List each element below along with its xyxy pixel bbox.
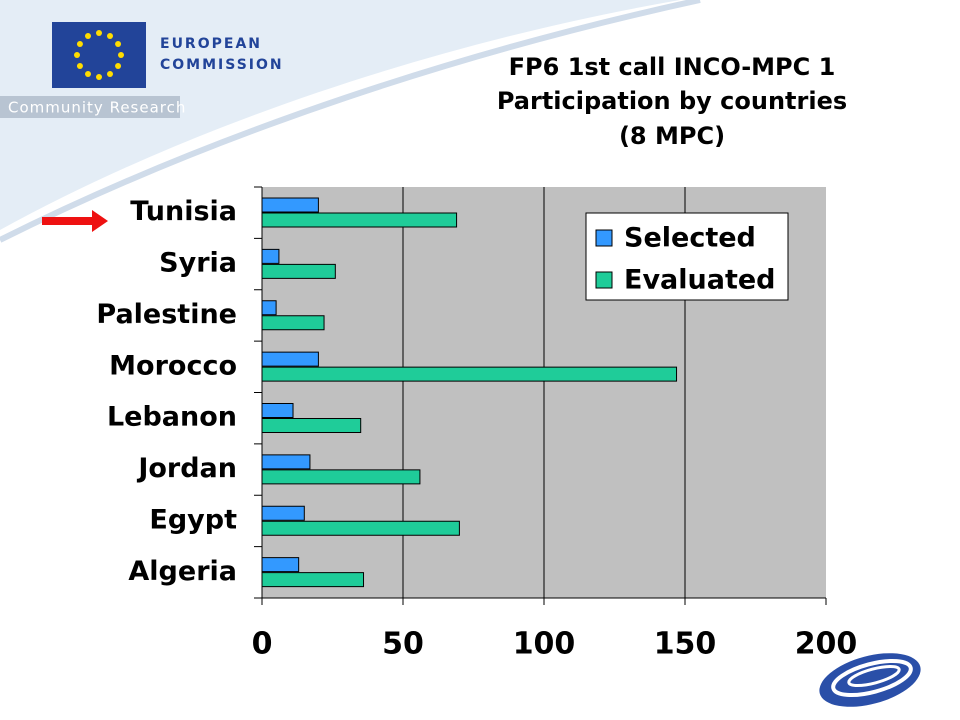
bar <box>261 366 678 382</box>
pointer-arrow <box>42 210 108 232</box>
star <box>118 52 124 58</box>
x-tick-label: 200 <box>795 627 858 662</box>
y-tick-label: Morocco <box>109 350 237 381</box>
bar <box>261 315 325 331</box>
legend-label: Evaluated <box>624 265 776 296</box>
y-tick-label: Palestine <box>96 299 237 330</box>
program-band <box>0 96 180 118</box>
program-name: Community Research <box>8 99 186 117</box>
background-swoosh-line <box>0 0 701 243</box>
bar <box>261 300 277 316</box>
star <box>76 41 83 47</box>
star <box>85 32 91 39</box>
background-swoosh <box>0 0 960 230</box>
org-line: EUROPEAN <box>160 36 262 52</box>
plot: 0 50 100 150 200 Tunisia Syria Palestine Morocco… <box>96 186 858 662</box>
bar <box>261 557 300 573</box>
bar <box>261 351 319 367</box>
bar <box>261 418 362 433</box>
bar <box>261 520 460 536</box>
fp6-logo <box>819 653 921 707</box>
bar <box>261 454 311 470</box>
legend-swatch <box>595 271 613 289</box>
star <box>115 63 122 69</box>
legend-swatch <box>595 229 613 247</box>
bar <box>261 197 319 213</box>
star <box>74 52 80 58</box>
y-tick-label: Algeria <box>128 556 237 587</box>
eu-stars <box>74 30 124 80</box>
bar <box>261 572 365 588</box>
x-tick-label: 100 <box>513 627 576 662</box>
chart-title: (8 MPC) <box>619 122 725 150</box>
y-tick-label: Tunisia <box>130 196 237 227</box>
star <box>107 32 113 39</box>
y-tick-label: Jordan <box>136 453 237 484</box>
chart-title: FP6 1st call INCO-MPC 1 <box>509 53 836 81</box>
star <box>85 71 91 78</box>
bar <box>261 263 336 279</box>
org-line: COMMISSION <box>160 57 284 73</box>
legend-box <box>585 212 789 301</box>
y-tick-label: Syria <box>159 248 237 279</box>
legend-label: Selected <box>624 223 756 254</box>
star <box>107 71 113 78</box>
x-tick-label: 0 <box>252 627 273 662</box>
y-tick-label: Lebanon <box>107 402 237 433</box>
star <box>76 63 83 69</box>
chart-title: Participation by countries <box>497 87 847 115</box>
bar <box>261 505 305 521</box>
star <box>96 74 102 80</box>
star <box>115 41 122 47</box>
bar <box>261 212 458 228</box>
bar <box>261 469 421 485</box>
bar <box>261 403 294 418</box>
x-tick-label: 150 <box>654 627 717 662</box>
y-tick-label: Egypt <box>149 504 237 535</box>
bar <box>261 248 280 264</box>
star <box>96 30 102 36</box>
x-tick-label: 50 <box>382 627 424 662</box>
